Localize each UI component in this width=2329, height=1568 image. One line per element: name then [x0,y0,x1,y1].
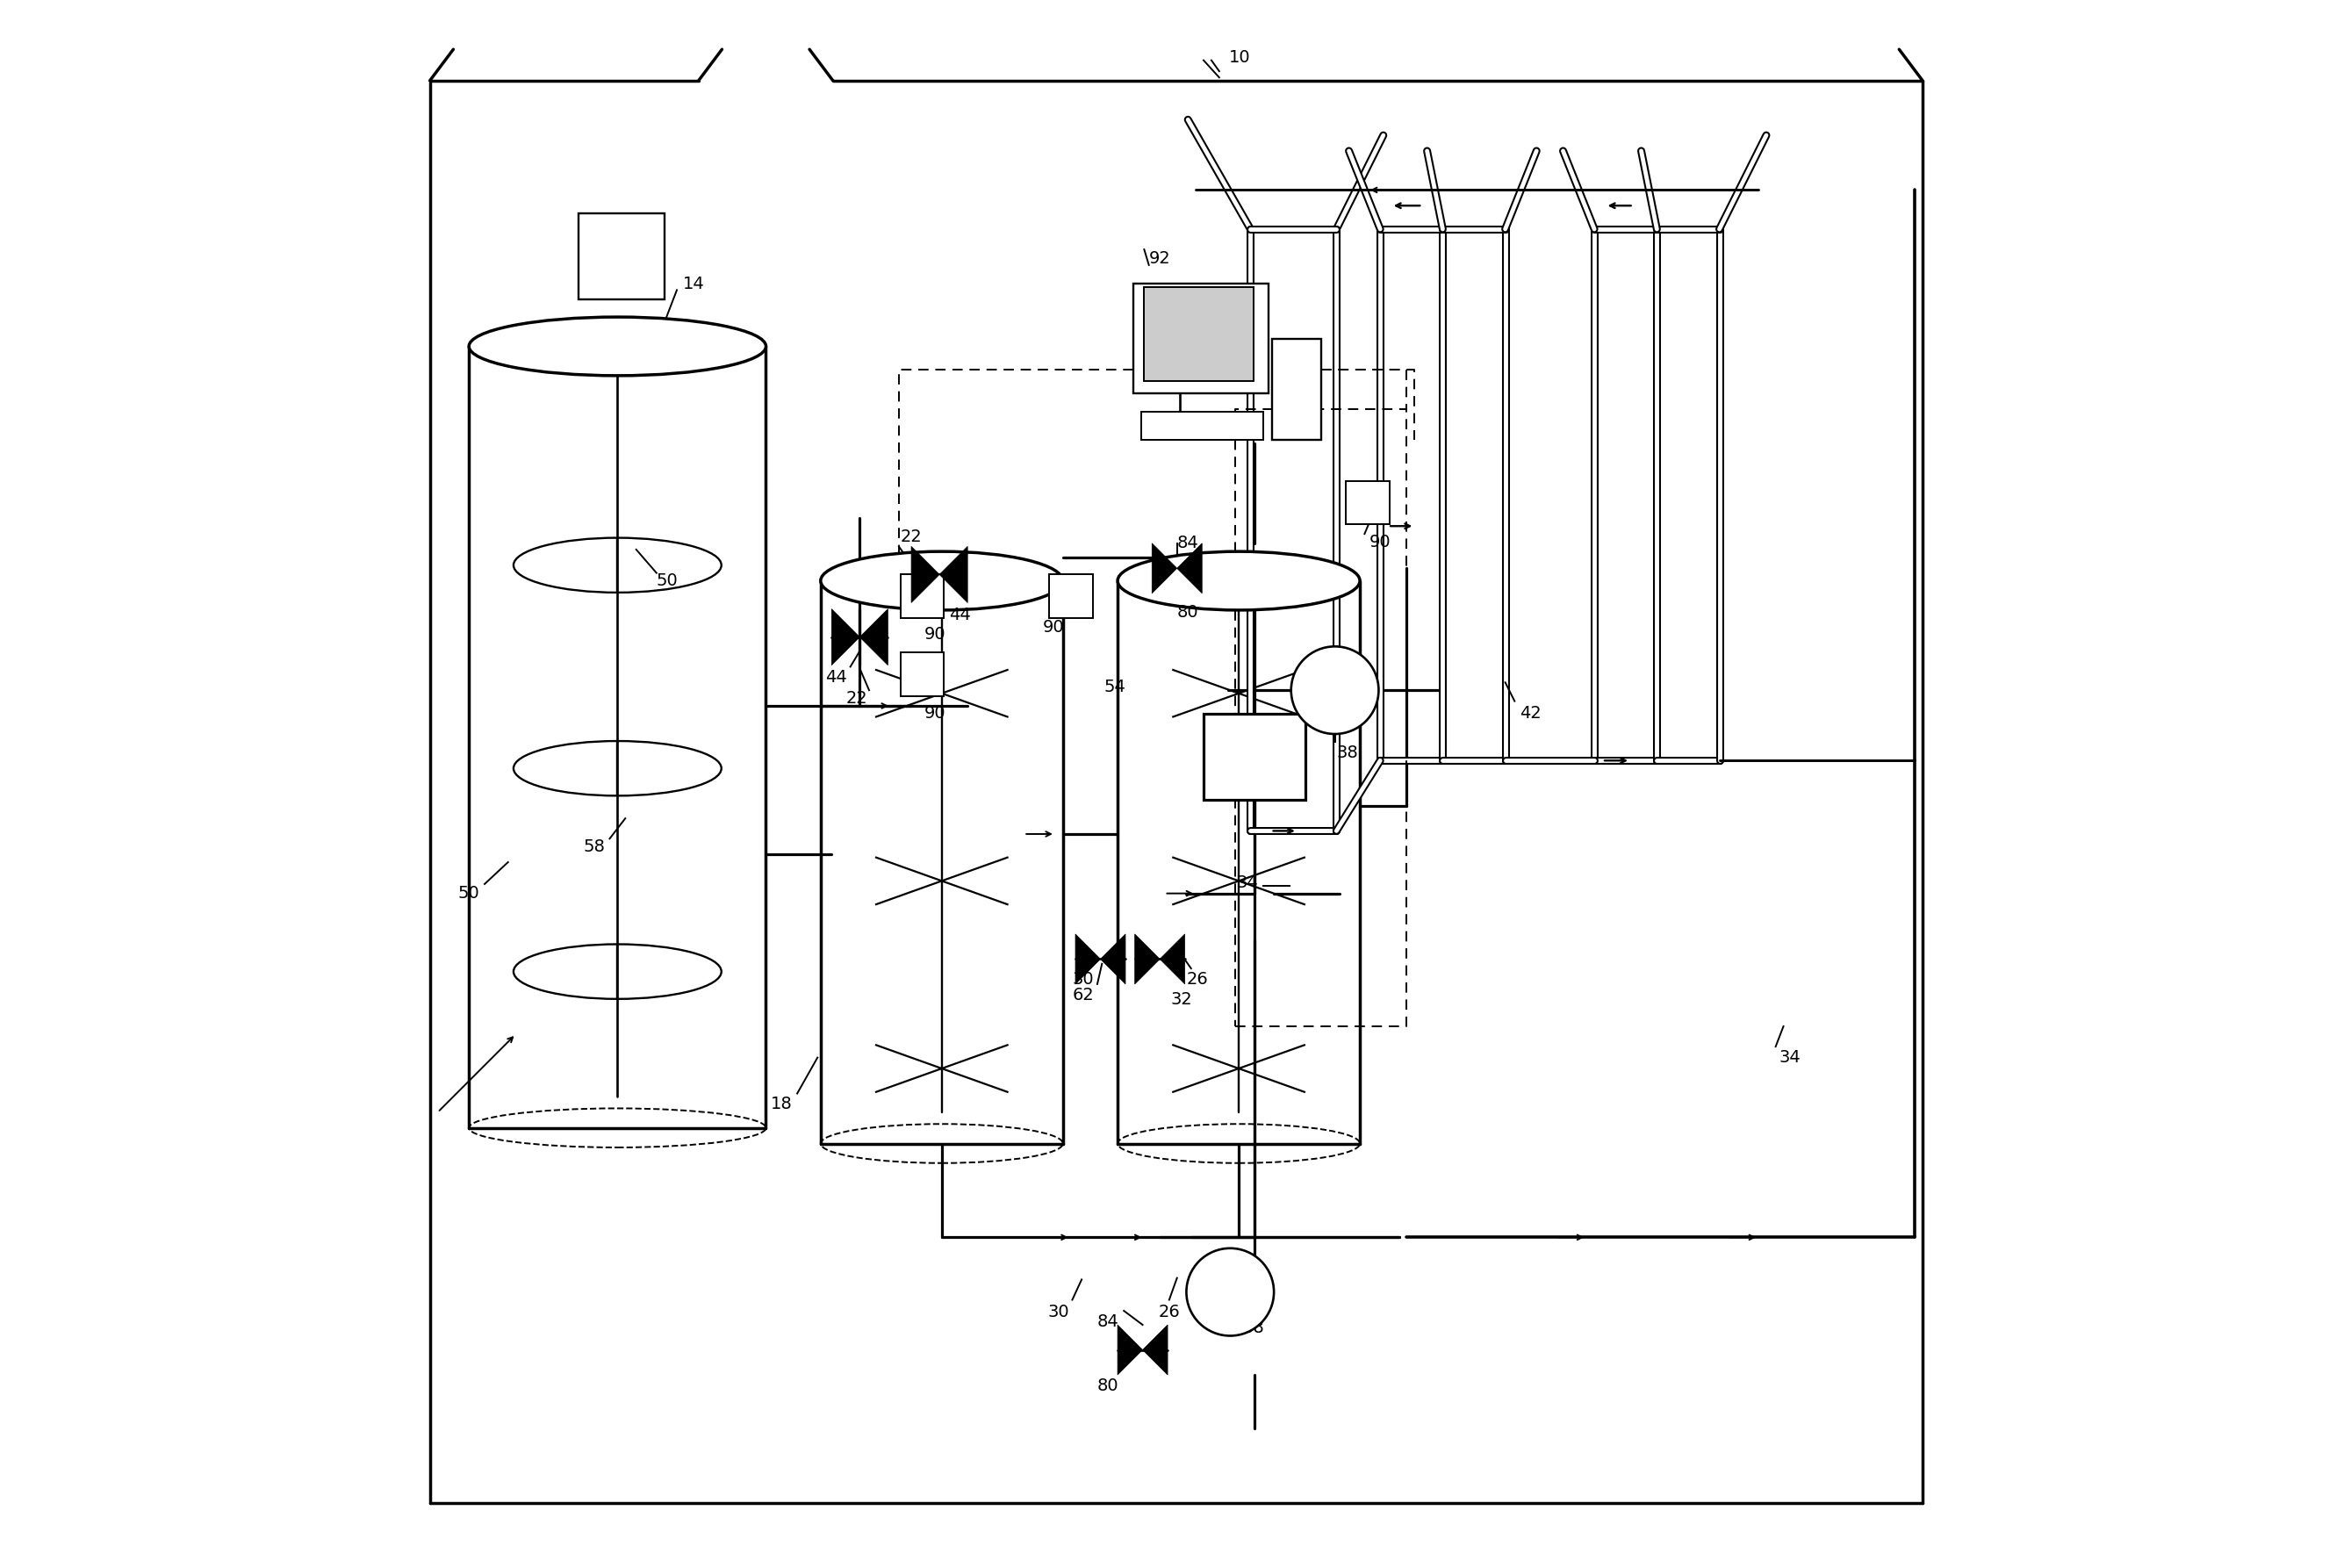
Text: 34: 34 [1237,873,1258,891]
Text: 90: 90 [925,626,946,643]
Ellipse shape [820,552,1062,610]
Text: 30: 30 [1071,971,1095,988]
Bar [901,574,943,618]
Text: 34: 34 [1779,1049,1800,1066]
Text: 90: 90 [1043,619,1064,637]
Text: 30: 30 [1048,1305,1069,1320]
Text: 50: 50 [657,572,678,590]
Text: 38: 38 [1337,745,1358,760]
Text: 38: 38 [1244,1320,1265,1336]
Text: 22: 22 [845,690,866,706]
Polygon shape [911,546,939,602]
Text: 90: 90 [925,706,946,721]
Bar [1204,713,1304,800]
Text: 54: 54 [1104,679,1125,696]
Text: 32: 32 [1171,991,1192,1008]
Circle shape [1290,646,1379,734]
Bar [1346,481,1390,525]
Text: 14: 14 [682,276,706,292]
Text: 26: 26 [1185,971,1209,988]
Circle shape [1185,1248,1274,1336]
Text: 44: 44 [948,607,971,624]
Bar [1048,574,1092,618]
Text: 62: 62 [1071,986,1095,1004]
Text: 80: 80 [1176,604,1199,621]
Bar [1272,339,1321,441]
Text: 84: 84 [1176,535,1199,552]
Polygon shape [1144,1325,1167,1375]
Text: 10: 10 [1230,49,1251,66]
Text: 90: 90 [1369,533,1390,550]
Text: 22: 22 [901,528,922,546]
Bar [1141,412,1262,441]
Polygon shape [1076,935,1099,985]
Polygon shape [939,546,967,602]
Polygon shape [1118,1325,1144,1375]
Text: 50: 50 [459,884,480,902]
Polygon shape [1134,935,1160,985]
Bar [1134,284,1269,394]
Bar [578,213,664,299]
Ellipse shape [468,317,766,376]
Polygon shape [1099,935,1125,985]
Text: 44: 44 [824,670,848,687]
Polygon shape [831,608,859,665]
Ellipse shape [1118,552,1360,610]
Bar [1144,287,1253,381]
Polygon shape [1153,543,1176,593]
Polygon shape [859,608,887,665]
Text: 92: 92 [1148,251,1171,267]
Polygon shape [1160,935,1185,985]
Text: 42: 42 [1519,706,1542,721]
Bar [901,652,943,696]
Text: 84: 84 [1097,1314,1120,1330]
Text: 58: 58 [582,839,606,855]
Polygon shape [1176,543,1202,593]
Text: 80: 80 [1097,1377,1118,1394]
Text: 18: 18 [771,1096,792,1113]
Text: 26: 26 [1158,1305,1181,1320]
